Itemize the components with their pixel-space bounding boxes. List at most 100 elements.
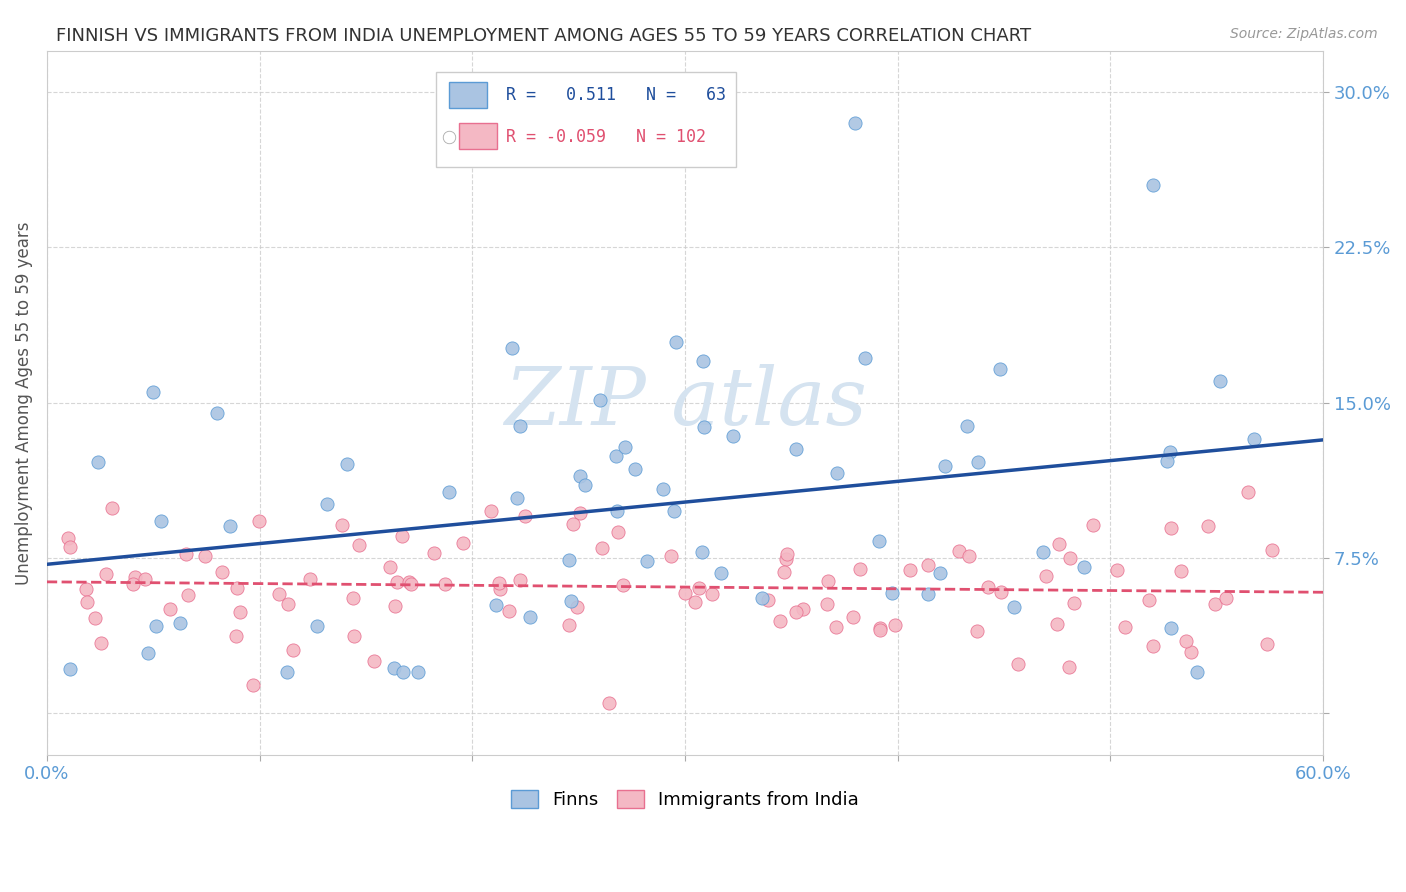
Point (665, 335, 688, 350)
Point (124, 570, 146, 584)
Point (692, 353, 714, 368)
Point (880, 586, 903, 600)
Point (434, 577, 457, 591)
Point (565, 600, 588, 615)
Point (988, 361, 1011, 376)
Point (101, 501, 124, 516)
Point (1063, 596, 1085, 610)
Point (336, 457, 359, 471)
Point (841, 609, 863, 624)
Point (509, 573, 531, 587)
Point (710, 566, 733, 580)
Point (305, 618, 328, 632)
Point (142, 385, 165, 400)
Point (624, 462, 647, 476)
Point (94, 566, 117, 581)
Point (59, 541, 82, 555)
Point (574, 478, 596, 492)
Point (898, 563, 921, 577)
Point (391, 528, 413, 542)
Point (558, 618, 581, 632)
Point (768, 614, 790, 628)
Point (1032, 545, 1054, 559)
Text: FINNISH VS IMMIGRANTS FROM INDIA UNEMPLOYMENT AMONG AGES 55 TO 59 YEARS CORRELAT: FINNISH VS IMMIGRANTS FROM INDIA UNEMPLO… (56, 27, 1032, 45)
Point (247, 514, 270, 528)
Point (683, 594, 706, 608)
Point (145, 619, 167, 633)
Point (775, 547, 797, 561)
Text: R = -0.059   N = 102: R = -0.059 N = 102 (506, 128, 706, 145)
Point (558, 553, 581, 567)
Point (775, 552, 797, 566)
Point (700, 587, 723, 601)
Point (948, 544, 970, 558)
Point (194, 549, 217, 564)
Point (269, 587, 291, 601)
Point (606, 503, 628, 517)
FancyBboxPatch shape (436, 72, 737, 167)
Point (589, 392, 612, 407)
Point (342, 629, 364, 643)
Point (169, 615, 191, 630)
Point (515, 509, 537, 524)
Point (772, 565, 794, 579)
Point (815, 597, 838, 611)
Point (281, 643, 304, 657)
Point (825, 619, 848, 633)
Point (1002, 600, 1025, 615)
Point (1007, 657, 1029, 672)
Point (398, 574, 420, 589)
Point (211, 565, 233, 579)
Point (721, 429, 744, 443)
Point (1209, 374, 1232, 388)
Point (330, 518, 353, 533)
Point (652, 482, 675, 496)
Point (1047, 536, 1070, 550)
Point (673, 586, 696, 600)
Point (869, 623, 891, 637)
Text: Source: ZipAtlas.com: Source: ZipAtlas.com (1230, 27, 1378, 41)
Point (1142, 178, 1164, 193)
Point (229, 606, 252, 620)
Point (218, 519, 240, 533)
Point (276, 665, 298, 679)
Point (509, 418, 531, 433)
Point (569, 469, 592, 483)
Point (956, 418, 979, 433)
Point (1142, 639, 1164, 653)
Point (1035, 568, 1057, 582)
Point (242, 678, 264, 692)
Point (607, 525, 630, 540)
Point (298, 572, 321, 586)
Point (751, 591, 773, 606)
Point (423, 546, 446, 560)
Point (385, 574, 408, 589)
Point (519, 609, 541, 624)
Point (868, 533, 890, 548)
Point (817, 574, 839, 588)
Point (501, 342, 523, 356)
Point (451, 536, 474, 550)
Legend: Finns, Immigrants from India: Finns, Immigrants from India (503, 782, 866, 816)
Point (636, 554, 658, 568)
Point (1204, 597, 1226, 611)
Point (122, 577, 145, 591)
Point (56, 531, 79, 545)
Point (966, 624, 988, 639)
Point (1156, 454, 1178, 468)
Point (488, 576, 510, 591)
Point (1059, 551, 1081, 566)
Point (869, 621, 891, 635)
Point (59, 662, 82, 676)
Point (378, 560, 401, 574)
Point (1237, 485, 1260, 500)
Point (87, 455, 110, 469)
Point (917, 586, 939, 600)
Point (1137, 592, 1160, 607)
Point (1256, 637, 1278, 651)
Point (934, 459, 956, 474)
Point (884, 618, 907, 632)
Point (149, 515, 172, 529)
Point (315, 497, 337, 511)
Point (1187, 665, 1209, 679)
